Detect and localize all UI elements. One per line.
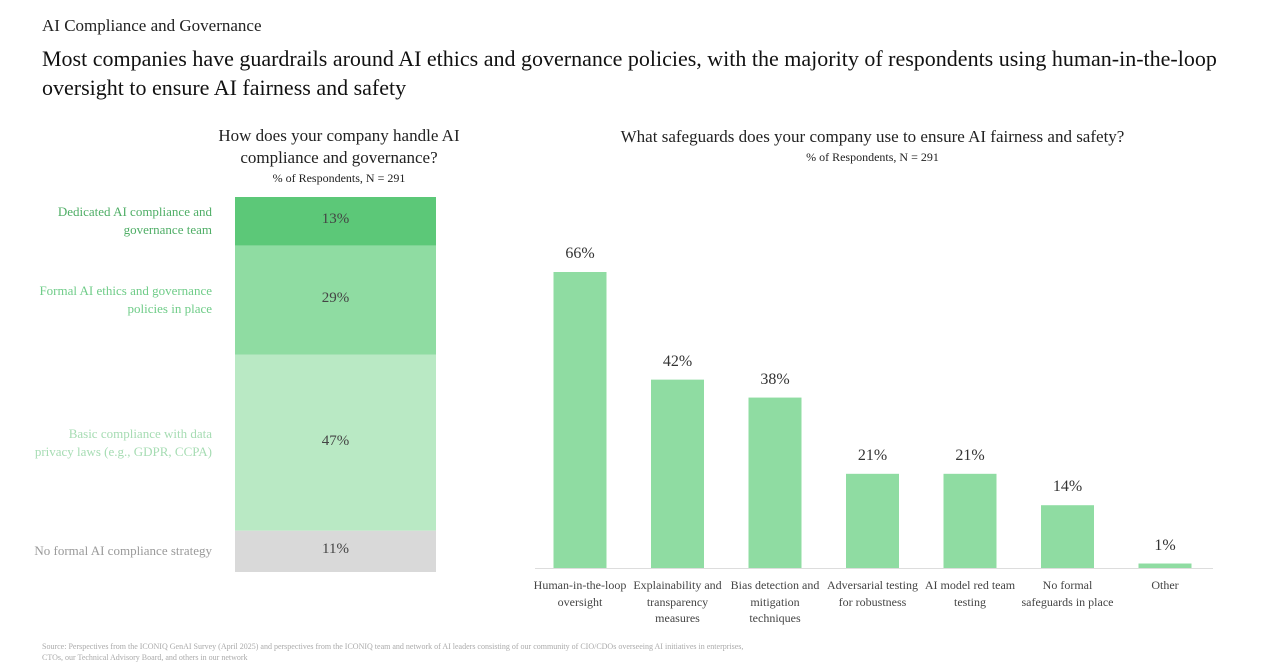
segment-value-label: 47% (321, 432, 350, 449)
source-note: Source: Perspectives from the ICONIQ Gen… (42, 642, 744, 662)
segment-label: No formal AI compliance strategy (34, 543, 212, 559)
section-title: AI Compliance and Governance (42, 16, 262, 35)
bar (748, 397, 802, 568)
x-tick-label: Adversarial testing for robustness (827, 578, 918, 609)
bar-value-label: 42% (662, 352, 693, 370)
stack-segment (235, 354, 436, 531)
main-title: Most companies have guardrails around AI… (42, 46, 1217, 100)
x-tick-label: AI model red team testing (924, 578, 1016, 609)
bar-value-label: 21% (857, 446, 888, 464)
bar-value-label: 14% (1052, 478, 1083, 496)
left-chart-subtitle: % of Respondents, N = 291 (272, 171, 406, 185)
segment-label: Formal AI ethics and governance policies… (39, 283, 212, 317)
bar (553, 272, 607, 568)
bar-value-label: 21% (955, 446, 985, 464)
bar (1041, 505, 1094, 568)
right-chart-subtitle: % of Respondents, N = 291 (806, 150, 939, 164)
segment-label: Basic compliance with data privacy laws … (34, 425, 212, 459)
stack-segment (235, 530, 436, 572)
left-chart-title: How does your company handle AI complian… (218, 126, 460, 167)
x-tick-label: Human-in-the-loop oversight (533, 578, 627, 609)
bar-value-label: 1% (1154, 536, 1176, 554)
stack-segment (235, 197, 436, 246)
bar (943, 473, 997, 568)
x-tick-label: Bias detection and mitigation techniques (730, 578, 820, 625)
x-tick-label: No formal safeguards in place (1021, 578, 1114, 609)
stack-segment (235, 245, 436, 355)
bar-value-label: 38% (760, 370, 790, 388)
bar (846, 473, 899, 568)
segment-value-label: 11% (322, 541, 349, 558)
bar-value-label: 66% (565, 245, 595, 262)
bar (1138, 563, 1192, 568)
x-tick-label: Explainability and transparency measures (633, 578, 722, 625)
segment-value-label: 29% (321, 290, 350, 307)
segment-value-label: 13% (321, 211, 350, 228)
bar (651, 379, 704, 568)
x-tick-label: Other (1151, 578, 1179, 592)
segment-label: Dedicated AI compliance and governance t… (57, 204, 212, 238)
right-chart-title: What safeguards does your company use to… (620, 127, 1125, 146)
